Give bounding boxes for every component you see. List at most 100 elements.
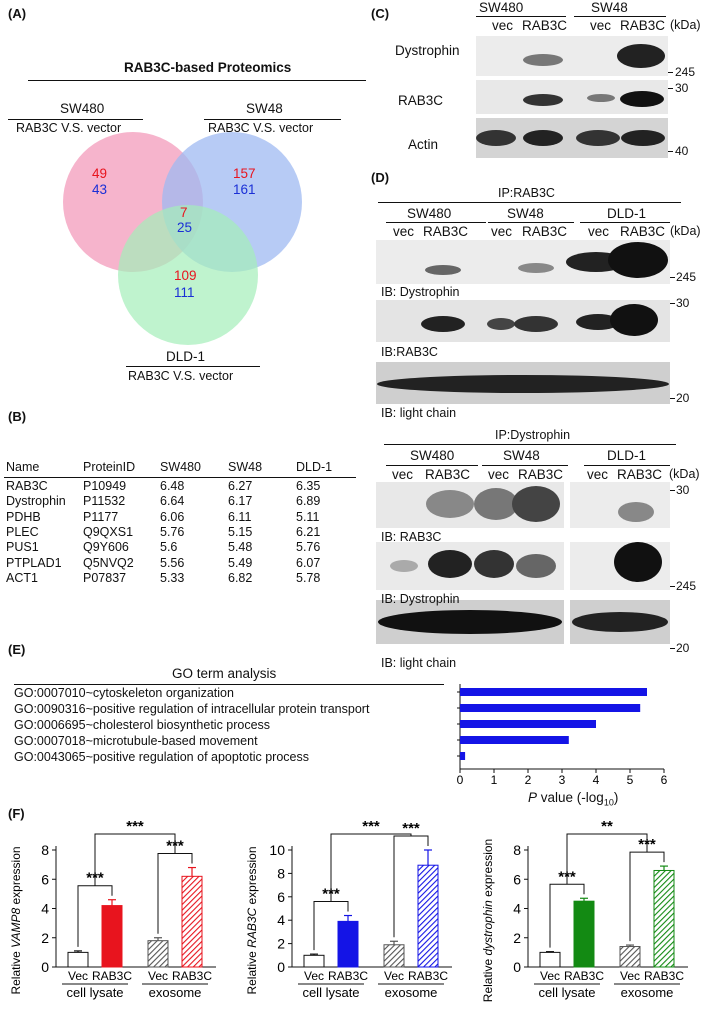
f2-sig-groups	[566, 833, 648, 885]
table-cell: 5.48	[228, 540, 253, 555]
f1-y-tick-label: 4	[277, 912, 285, 928]
d1-lane: RAB3C	[423, 224, 469, 239]
d2-lane: RAB3C	[617, 467, 663, 482]
f2-bar	[573, 900, 595, 968]
d2-blot-rab3c	[570, 482, 670, 528]
f1-y-tick-label: 10	[269, 842, 285, 858]
d2-band	[512, 486, 560, 522]
c-marker-40: 40	[675, 144, 689, 158]
c-tick	[668, 72, 673, 73]
c-band	[621, 130, 665, 146]
table-cell: 5.33	[160, 570, 185, 585]
d2-band	[572, 612, 668, 632]
go-bar-chart: 0 1 2 3 4 5 6	[457, 684, 668, 787]
c-lane2: RAB3C	[522, 18, 568, 33]
f2-ylabel-gene: dystrophin	[481, 900, 495, 956]
d2-marker-30: 30	[676, 483, 690, 497]
d1-caption-1: IB: Dystrophin	[381, 285, 460, 299]
c-lane1: vec	[492, 18, 514, 33]
go-xlabel: P value (-log10)	[528, 790, 619, 808]
title-rule	[28, 80, 366, 81]
d2-marker-245: 245	[676, 579, 697, 593]
d1-band	[608, 242, 668, 278]
d2-band	[428, 550, 472, 578]
c-marker-30: 30	[675, 81, 689, 95]
table-cell: 5.78	[296, 570, 321, 585]
d1-kda: (kDa)	[670, 224, 701, 238]
f2-x-tick-label: RAB3C	[564, 969, 604, 983]
f1-sig-lysate	[313, 901, 349, 951]
f1-group-label: cell lysate	[302, 985, 359, 1000]
table-cell: 6.06	[160, 509, 185, 524]
d1-marker-245: 245	[676, 270, 697, 284]
d1-tick	[670, 277, 675, 278]
f2-ylabel-post: expression	[481, 839, 495, 900]
go-x-tick-label: 3	[559, 773, 566, 787]
venn-circle-dld1	[118, 205, 258, 345]
d1-rule	[386, 222, 486, 223]
d1-band	[518, 263, 554, 273]
col-sw48: SW48	[228, 460, 263, 474]
table-cell: Q9Y606	[83, 540, 129, 555]
table-cell: 5.6	[160, 540, 178, 555]
d2-tick	[670, 586, 675, 587]
f1-sig-exosome-label: ***	[402, 820, 420, 837]
table-cell: P10949	[83, 479, 127, 493]
f2-x-tick-label: Vec	[620, 969, 640, 983]
f0-bar	[147, 940, 169, 968]
table-cell: 5.49	[228, 555, 253, 570]
table-cell: 6.89	[296, 494, 321, 509]
table-cell: 5.76	[160, 524, 185, 539]
table-cell: 5.56	[160, 555, 185, 570]
d1-band	[377, 375, 669, 393]
f1-bar	[383, 944, 405, 968]
go-bar	[460, 704, 641, 712]
c-band	[620, 91, 664, 107]
venn-sw48-name: SW48	[246, 101, 283, 116]
f1-bar	[303, 954, 325, 968]
f0-group-label: exosome	[149, 985, 202, 1000]
venn-sw480-sub: RAB3C V.S. vector	[16, 121, 122, 135]
f0-ylabel: Relative VAMP8 expression	[9, 846, 23, 994]
f1-x-tick-label: RAB3C	[408, 969, 448, 983]
d2-rule	[482, 465, 568, 466]
d1-caption-3: IB: light chain	[381, 406, 457, 420]
f2-x-tick-label: Vec	[540, 969, 560, 983]
f0-x-tick-label: RAB3C	[92, 969, 132, 983]
f2-bar	[619, 946, 641, 968]
f0-y-tick-label: 6	[41, 871, 49, 887]
d2-band	[474, 488, 518, 520]
protein-name-cell: PDHB	[6, 509, 41, 524]
d2-rule	[584, 465, 670, 466]
go-term-label: GO:0006695~cholesterol biosynthetic proc…	[14, 718, 271, 732]
table-cell: P1177	[83, 509, 119, 524]
go-term-label: GO:0090316~positive regulation of intrac…	[14, 702, 370, 716]
f2-y-tick-label: 0	[513, 959, 521, 975]
table-cell: 6.35	[296, 479, 321, 493]
d1-rule	[488, 222, 574, 223]
panel-f-label: (F)	[8, 806, 25, 821]
c-row-rab3c: RAB3C	[398, 93, 444, 108]
f1-x-tick-label: RAB3C	[328, 969, 368, 983]
venn-sw48-red: 157	[233, 166, 256, 181]
f0-ylabel-gene: VAMP8	[9, 908, 23, 948]
f2-sig-exosome	[629, 851, 665, 942]
d1-marker-30: 30	[676, 296, 690, 310]
f2-group-label: cell lysate	[538, 985, 595, 1000]
ip1-rule	[378, 202, 681, 203]
f1-y-tick-label: 0	[277, 959, 285, 975]
go-title: GO term analysis	[172, 666, 277, 681]
go-bar	[460, 720, 596, 728]
d1-group-sw48: SW48	[507, 206, 544, 221]
c-band	[576, 130, 620, 146]
dystrophin-chart: Relative dystrophin expression 0 2 4 6 8 Vec RA…	[481, 820, 688, 1002]
f2-bar	[539, 951, 561, 968]
table-cell: Q5NVQ2	[83, 555, 134, 570]
sw480-rule	[8, 119, 143, 120]
venn-dld1-red: 109	[174, 268, 197, 283]
col-sw480: SW480	[160, 460, 201, 474]
d2-kda: (kDa)	[669, 467, 700, 481]
d2-band	[474, 550, 514, 578]
venn-sw480-red: 49	[92, 166, 108, 181]
d1-lane: vec	[393, 224, 415, 239]
